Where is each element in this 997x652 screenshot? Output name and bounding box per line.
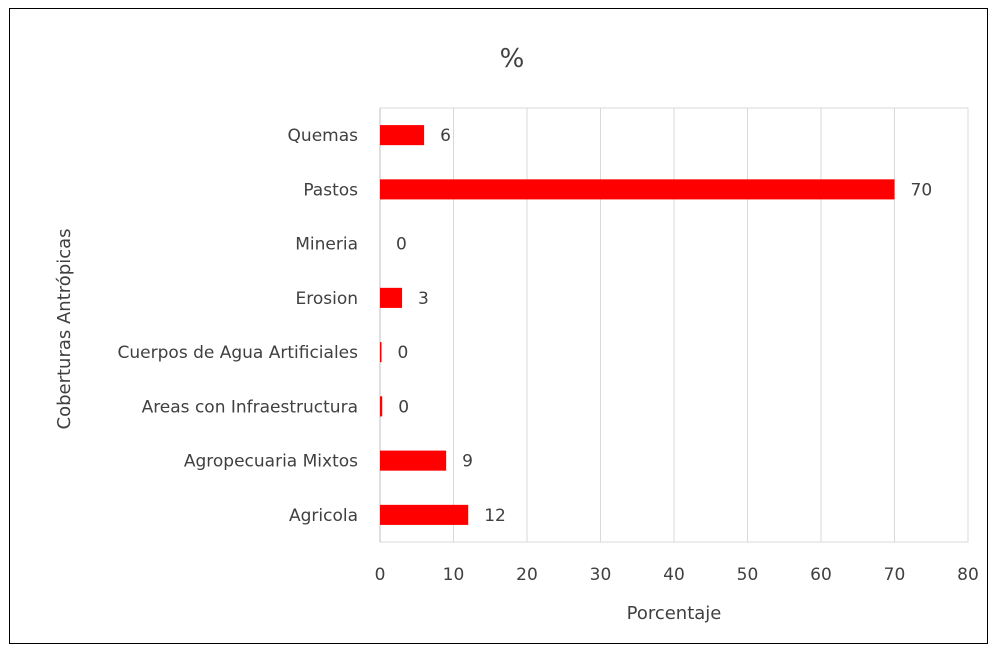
bars [380, 125, 895, 525]
category-label: Mineria [295, 235, 358, 255]
category-label: Cuerpos de Agua Artificiales [118, 343, 359, 363]
category-label: Agropecuaria Mixtos [184, 452, 358, 472]
bar [380, 125, 425, 146]
data-label: 3 [418, 289, 429, 309]
x-tick-label: 40 [663, 565, 685, 585]
x-tick-label: 10 [443, 565, 465, 585]
data-label: 0 [396, 235, 407, 255]
data-label: 70 [911, 180, 933, 200]
bar [380, 342, 382, 363]
x-tick-label: 60 [810, 565, 832, 585]
bar [380, 287, 403, 308]
data-label: 0 [398, 397, 409, 417]
category-label: Pastos [303, 180, 358, 200]
bar [380, 504, 469, 525]
gridlines [379, 107, 969, 543]
x-axis-title: Porcentaje [627, 603, 722, 624]
category-label: Quemas [288, 126, 359, 146]
bar [380, 450, 447, 471]
chart-frame: 0 10 20 30 40 50 60 70 80 Quemas 6 Pastos 70 Mineria 0… [9, 8, 988, 644]
data-label: 6 [440, 126, 451, 146]
category-label: Areas con Infraestructura [142, 397, 358, 417]
x-tick-label: 70 [884, 565, 906, 585]
x-tick-label: 0 [375, 565, 386, 585]
x-tick-label: 50 [737, 565, 759, 585]
x-tick-label: 20 [516, 565, 538, 585]
category-label: Agricola [289, 506, 358, 526]
data-label: 0 [397, 343, 408, 363]
data-label: 9 [462, 452, 473, 472]
data-label: 12 [484, 506, 506, 526]
category-label: Erosion [295, 289, 358, 309]
x-tick-label: 80 [957, 565, 979, 585]
y-axis-title: Coberturas Antrópicas [54, 228, 75, 429]
x-tick-label: 30 [590, 565, 612, 585]
bar [380, 396, 383, 417]
bar [380, 179, 895, 200]
chart-title: % [500, 44, 525, 74]
